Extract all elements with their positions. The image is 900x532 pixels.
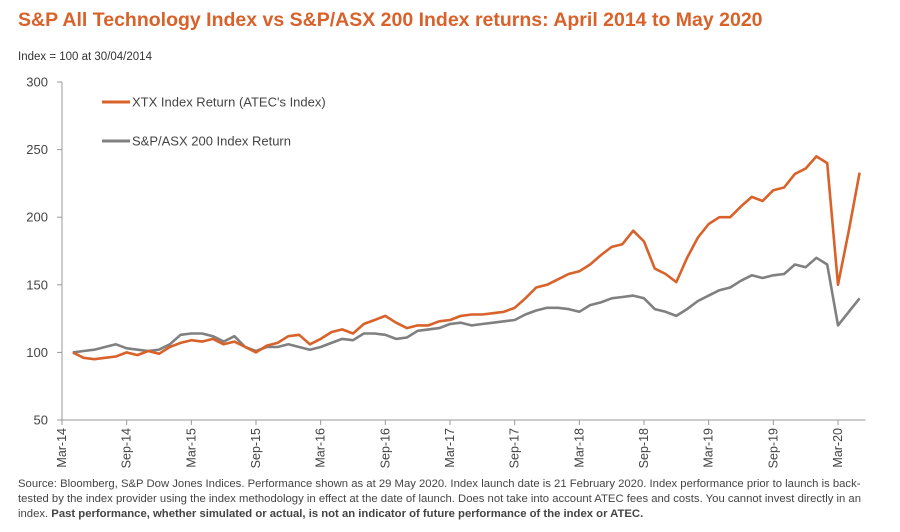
- y-tick-label: 200: [26, 210, 48, 225]
- series-line: [72, 155, 861, 361]
- footnote-text: Source: Bloomberg, S&P Dow Jones Indices…: [18, 478, 861, 520]
- x-tick-label: Mar-15: [184, 428, 198, 468]
- x-tick-label: Sep-14: [120, 428, 134, 468]
- x-tick-label: Sep-15: [249, 428, 263, 468]
- x-tick-label: Sep-19: [766, 428, 780, 468]
- footnote: Source: Bloomberg, S&P Dow Jones Indices…: [18, 477, 886, 522]
- legend-label: S&P/ASX 200 Index Return: [132, 134, 291, 149]
- y-axis-label: Index = 100 at 30/04/2014: [18, 51, 153, 63]
- chart: S&P All Technology Index vs S&P/ASX 200 …: [18, 9, 866, 468]
- x-tick-label: Mar-18: [572, 428, 586, 468]
- y-tick-label: 300: [26, 75, 48, 90]
- footnote-bold: Past performance, whether simulated or a…: [51, 508, 644, 520]
- x-tick-label: Sep-17: [508, 428, 522, 468]
- x-tick-label: Sep-18: [637, 428, 651, 468]
- x-tick-label: Mar-19: [702, 428, 716, 468]
- x-tick-label: Mar-17: [443, 428, 457, 468]
- y-tick-label: 100: [26, 345, 48, 360]
- x-tick-label: Mar-16: [314, 428, 328, 468]
- y-tick-label: 250: [26, 142, 48, 157]
- chart-title: S&P All Technology Index vs S&P/ASX 200 …: [18, 9, 763, 31]
- x-tick-label: Sep-16: [378, 428, 392, 468]
- y-tick-label: 150: [26, 277, 48, 292]
- legend-label: XTX Index Return (ATEC's Index): [132, 95, 326, 110]
- series-line: [72, 256, 861, 354]
- x-tick-label: Mar-14: [55, 428, 69, 468]
- x-tick-label: Mar-20: [831, 428, 845, 468]
- y-tick-label: 50: [34, 413, 48, 428]
